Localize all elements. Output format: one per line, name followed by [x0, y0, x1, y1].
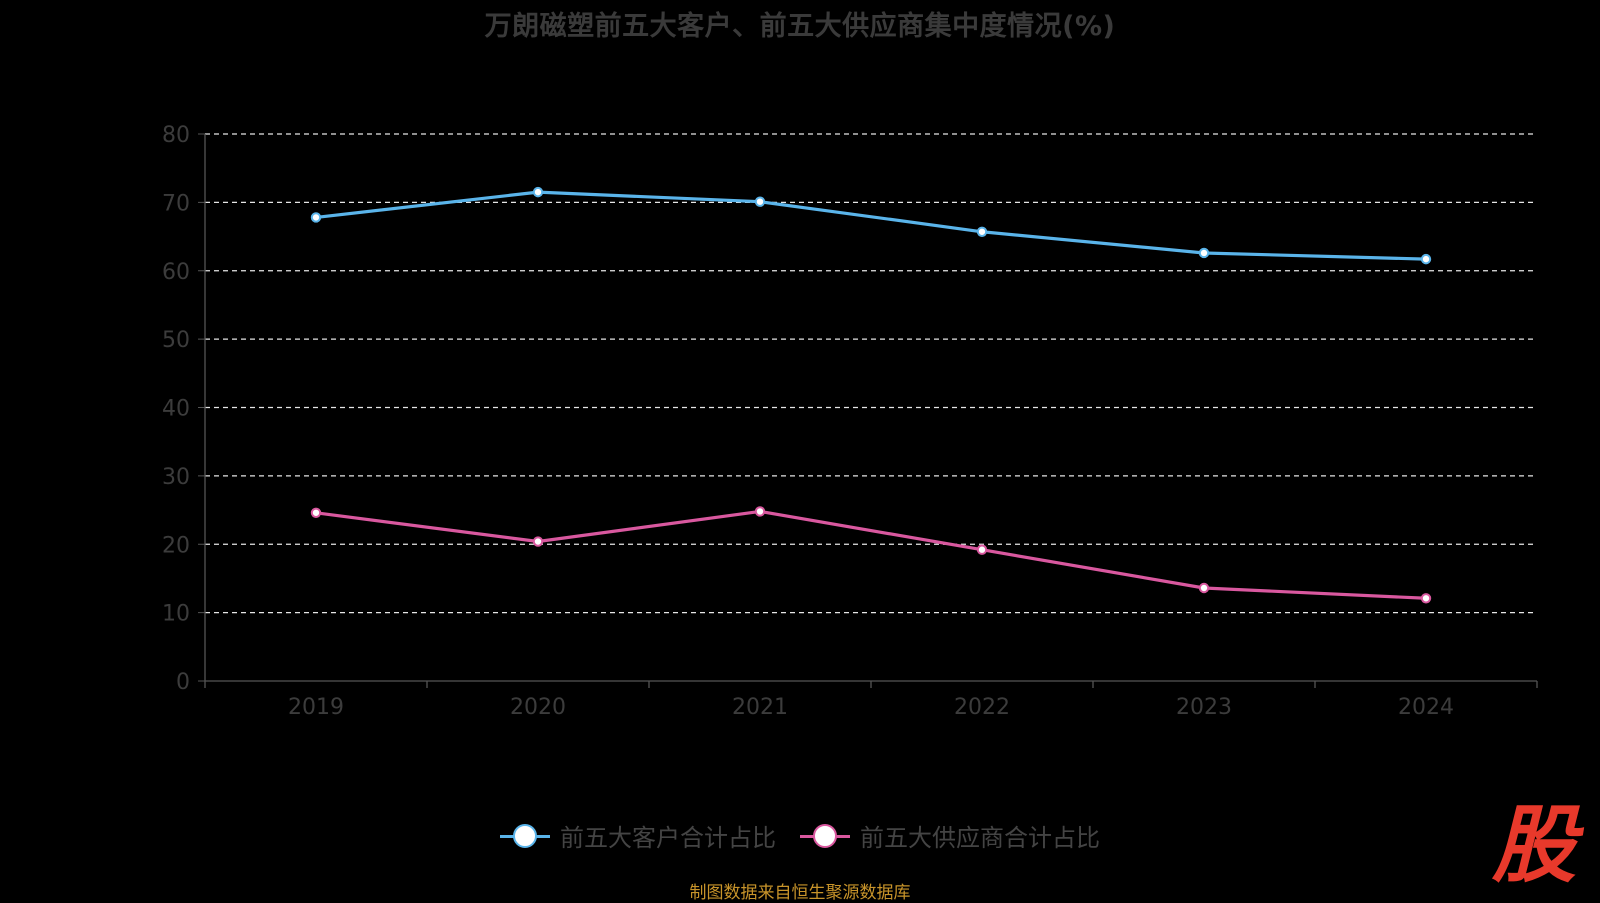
legend-label: 前五大客户合计占比	[560, 824, 776, 852]
x-tick-labels: 2019 2020 2021 2022 2023 2024	[288, 695, 1454, 720]
legend-item-suppliers[interactable]: 前五大供应商合计占比	[800, 818, 1100, 853]
legend: 前五大客户合计占比 前五大供应商合计占比	[0, 818, 1600, 853]
y-tick-label: 20	[162, 533, 190, 558]
y-tick-label: 60	[162, 260, 190, 285]
grid-lines	[205, 133, 1537, 614]
y-tick-labels: 0 10 20 30 40 50 60 70 80	[162, 123, 190, 695]
y-tick-label: 30	[162, 465, 190, 490]
legend-marker-icon	[800, 823, 850, 849]
data-point[interactable]	[754, 196, 766, 207]
y-tick-label: 80	[162, 123, 190, 148]
legend-label: 前五大供应商合计占比	[860, 824, 1100, 852]
source-note: 制图数据来自恒生聚源数据库	[689, 883, 911, 903]
data-point[interactable]	[1198, 582, 1210, 594]
y-tick-label: 10	[162, 602, 190, 627]
x-tick-label: 2024	[1398, 695, 1454, 720]
x-tick-label: 2021	[732, 695, 788, 720]
data-point[interactable]	[310, 212, 322, 223]
data-point[interactable]	[754, 506, 766, 517]
y-tick-label: 0	[176, 670, 190, 695]
chart-title: 万朗磁塑前五大客户、前五大供应商集中度情况(%)	[484, 11, 1116, 42]
legend-item-customers[interactable]: 前五大客户合计占比	[500, 818, 776, 853]
data-point[interactable]	[310, 507, 322, 518]
series-lines	[310, 186, 1432, 604]
y-tick-label: 70	[162, 191, 190, 216]
legend-marker-icon	[500, 823, 550, 849]
axes	[198, 133, 1538, 688]
data-point[interactable]	[532, 186, 544, 198]
y-tick-label: 50	[162, 328, 190, 353]
x-tick-label: 2020	[510, 695, 566, 720]
data-point[interactable]	[1420, 253, 1432, 265]
x-tick-label: 2023	[1176, 695, 1232, 720]
series-line-0	[315, 190, 1427, 261]
y-tick-label: 40	[162, 397, 190, 422]
data-point[interactable]	[1198, 247, 1210, 259]
data-point[interactable]	[976, 544, 988, 555]
x-tick-label: 2022	[954, 695, 1010, 720]
data-point[interactable]	[532, 536, 544, 547]
data-point[interactable]	[1420, 593, 1432, 604]
x-tick-label: 2019	[288, 695, 344, 720]
watermark-logo: 股	[1491, 796, 1576, 894]
series-line-1	[315, 509, 1427, 600]
data-point[interactable]	[976, 226, 988, 237]
